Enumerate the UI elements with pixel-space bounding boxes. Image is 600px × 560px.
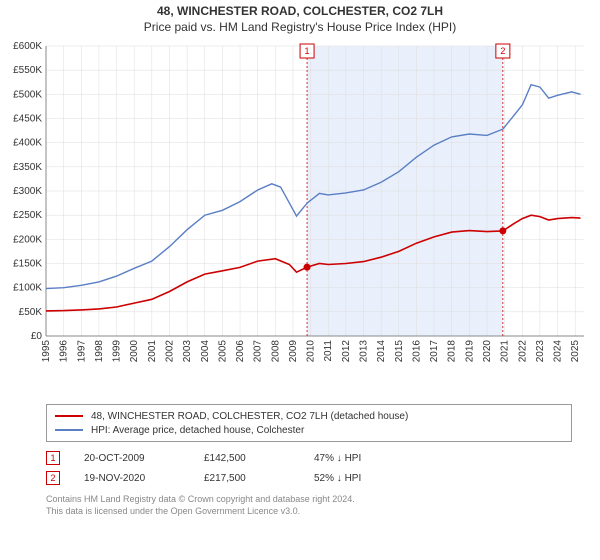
svg-text:2024: 2024 [553,340,564,363]
legend-row-property: 48, WINCHESTER ROAD, COLCHESTER, CO2 7LH… [55,409,563,423]
sale-pct-1: 47% ↓ HPI [314,453,434,464]
svg-text:1997: 1997 [76,340,87,363]
svg-text:2005: 2005 [217,340,228,363]
sales-table: 1 20-OCT-2009 £142,500 47% ↓ HPI 2 19-NO… [46,448,572,488]
svg-text:2003: 2003 [182,340,193,363]
title-line2: Price paid vs. HM Land Registry's House … [0,20,600,34]
svg-text:2002: 2002 [164,340,175,363]
svg-text:2023: 2023 [535,340,546,363]
svg-text:2018: 2018 [447,340,458,363]
svg-text:2010: 2010 [306,340,317,363]
chart-area: £0£50K£100K£150K£200K£250K£300K£350K£400… [0,36,600,396]
sale-price-2: £217,500 [204,473,314,484]
svg-text:£300K: £300K [13,186,42,197]
svg-text:2007: 2007 [253,340,264,363]
svg-text:£200K: £200K [13,234,42,245]
footer: Contains HM Land Registry data © Crown c… [46,494,572,517]
svg-text:1999: 1999 [112,340,123,363]
svg-text:2022: 2022 [517,340,528,363]
svg-text:2006: 2006 [235,340,246,363]
svg-text:£600K: £600K [13,41,42,52]
svg-text:£500K: £500K [13,89,42,100]
svg-text:£450K: £450K [13,114,42,125]
svg-text:2020: 2020 [482,340,493,363]
legend-swatch-hpi [55,429,83,431]
sale-pct-2: 52% ↓ HPI [314,473,434,484]
svg-text:2017: 2017 [429,340,440,363]
svg-text:1: 1 [305,46,310,56]
footer-line1: Contains HM Land Registry data © Crown c… [46,494,572,506]
legend-row-hpi: HPI: Average price, detached house, Colc… [55,423,563,437]
svg-text:1996: 1996 [59,340,70,363]
footer-line2: This data is licensed under the Open Gov… [46,506,572,518]
legend-swatch-property [55,415,83,417]
svg-text:1995: 1995 [41,340,52,363]
svg-text:£350K: £350K [13,162,42,173]
svg-text:£250K: £250K [13,210,42,221]
sale-row-2: 2 19-NOV-2020 £217,500 52% ↓ HPI [46,468,572,488]
sale-marker-2: 2 [46,471,60,485]
legend-label-property: 48, WINCHESTER ROAD, COLCHESTER, CO2 7LH… [91,411,408,422]
svg-text:2012: 2012 [341,340,352,363]
svg-text:2011: 2011 [323,340,334,362]
svg-text:2013: 2013 [359,340,370,363]
svg-text:£400K: £400K [13,138,42,149]
svg-text:£150K: £150K [13,259,42,270]
title-block: 48, WINCHESTER ROAD, COLCHESTER, CO2 7LH… [0,0,600,36]
svg-text:2004: 2004 [200,340,211,363]
sale-row-1: 1 20-OCT-2009 £142,500 47% ↓ HPI [46,448,572,468]
svg-text:2000: 2000 [129,340,140,363]
svg-text:2009: 2009 [288,340,299,363]
svg-text:2025: 2025 [570,340,581,363]
title-line1: 48, WINCHESTER ROAD, COLCHESTER, CO2 7LH [0,4,600,18]
svg-text:£50K: £50K [19,307,43,318]
legend: 48, WINCHESTER ROAD, COLCHESTER, CO2 7LH… [46,404,572,442]
svg-text:£550K: £550K [13,65,42,76]
svg-text:2015: 2015 [394,340,405,363]
svg-text:2: 2 [500,46,505,56]
svg-text:2016: 2016 [411,340,422,363]
svg-text:2014: 2014 [376,340,387,363]
sale-date-1: 20-OCT-2009 [84,453,204,464]
legend-label-hpi: HPI: Average price, detached house, Colc… [91,425,304,436]
svg-text:2001: 2001 [147,340,158,363]
line-chart: £0£50K£100K£150K£200K£250K£300K£350K£400… [0,36,600,396]
svg-text:2019: 2019 [464,340,475,363]
sale-price-1: £142,500 [204,453,314,464]
svg-text:1998: 1998 [94,340,105,363]
svg-text:£100K: £100K [13,283,42,294]
svg-text:2008: 2008 [270,340,281,363]
svg-text:2021: 2021 [500,340,511,363]
sale-marker-1: 1 [46,451,60,465]
sale-date-2: 19-NOV-2020 [84,473,204,484]
